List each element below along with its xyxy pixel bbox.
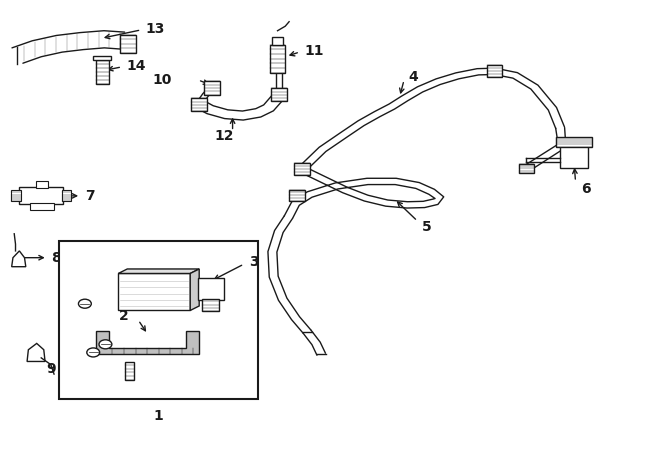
Bar <box>11 190 21 201</box>
Bar <box>519 164 535 173</box>
Bar <box>118 273 190 311</box>
Bar <box>203 299 219 311</box>
Text: 1: 1 <box>154 409 164 423</box>
Bar <box>192 99 207 111</box>
Polygon shape <box>97 331 199 354</box>
Bar <box>96 60 108 84</box>
Polygon shape <box>12 251 26 266</box>
Bar <box>272 38 283 44</box>
Circle shape <box>79 299 92 308</box>
Bar <box>94 56 111 60</box>
Text: 4: 4 <box>408 70 419 84</box>
Polygon shape <box>190 269 199 311</box>
Text: 6: 6 <box>580 182 590 196</box>
Text: 2: 2 <box>119 309 128 323</box>
Text: 14: 14 <box>126 59 146 73</box>
Bar <box>59 241 258 400</box>
Bar <box>119 35 136 53</box>
Bar <box>124 362 134 380</box>
Bar <box>270 44 284 73</box>
Text: 5: 5 <box>421 220 431 234</box>
Text: 11: 11 <box>304 44 324 58</box>
Polygon shape <box>118 269 199 273</box>
Text: 7: 7 <box>85 189 95 203</box>
Bar <box>19 187 63 204</box>
Text: 12: 12 <box>215 129 234 143</box>
Text: 8: 8 <box>52 251 61 265</box>
Circle shape <box>87 348 99 357</box>
Text: 9: 9 <box>46 362 56 375</box>
Bar <box>204 81 221 95</box>
Polygon shape <box>27 343 45 361</box>
Bar <box>62 190 72 201</box>
Circle shape <box>99 340 112 349</box>
Bar <box>30 203 54 210</box>
Bar <box>294 163 310 175</box>
Bar <box>198 277 224 300</box>
Bar <box>560 146 588 168</box>
Text: 10: 10 <box>152 73 172 87</box>
Bar <box>487 65 502 77</box>
Text: 13: 13 <box>146 22 165 36</box>
Bar <box>271 89 286 101</box>
Bar <box>36 181 48 188</box>
Bar <box>289 190 304 201</box>
Bar <box>556 137 592 147</box>
Text: 3: 3 <box>248 255 258 269</box>
